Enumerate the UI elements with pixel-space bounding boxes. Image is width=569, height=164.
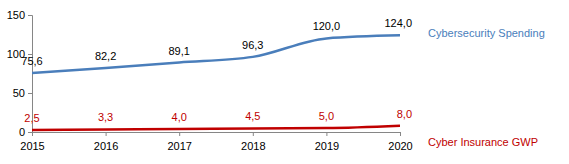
y-tick-mark xyxy=(28,15,32,16)
y-tick: 0 xyxy=(19,126,32,138)
x-tick: 2018 xyxy=(241,132,265,152)
plot-area xyxy=(32,35,400,130)
data-label: 124,0 xyxy=(384,17,412,29)
series-label: Cyber Insurance GWP xyxy=(428,136,538,148)
data-label: 89,1 xyxy=(168,45,189,57)
x-tick-mark xyxy=(179,132,180,136)
x-tick-mark xyxy=(326,132,327,136)
x-tick: 2016 xyxy=(94,132,118,152)
x-tick-mark xyxy=(32,132,33,136)
x-tick: 2020 xyxy=(388,132,412,152)
x-axis: 2015 2016 2017 2018 2019 2020 xyxy=(20,132,412,152)
x-tick-label: 2015 xyxy=(20,140,44,152)
series-label: Cybersecurity Spending xyxy=(428,27,545,39)
x-tick-mark xyxy=(106,132,107,136)
x-tick-label: 2019 xyxy=(315,140,339,152)
data-label: 3,3 xyxy=(98,111,113,123)
data-label: 82,2 xyxy=(95,50,116,62)
data-label: 4,0 xyxy=(172,111,187,123)
labels: 75,6 82,2 89,1 96,3 120,0 124,0 Cybersecurity … xyxy=(21,17,545,148)
x-tick: 2015 xyxy=(20,132,44,152)
x-tick-label: 2020 xyxy=(388,140,412,152)
x-axis-line xyxy=(33,133,401,137)
x-tick-label: 2017 xyxy=(167,140,191,152)
y-tick-mark xyxy=(28,132,32,133)
series-line xyxy=(32,35,400,73)
y-tick-label: 150 xyxy=(7,9,25,21)
y-tick-label: 50 xyxy=(13,87,25,99)
x-tick-label: 2018 xyxy=(241,140,265,152)
x-tick-label: 2016 xyxy=(94,140,118,152)
y-tick: 50 xyxy=(13,87,32,99)
x-tick: 2019 xyxy=(315,132,339,152)
x-tick-mark xyxy=(253,132,254,136)
y-tick-label: 0 xyxy=(19,126,25,138)
data-label: 5,0 xyxy=(319,110,334,122)
data-label: 2,5 xyxy=(24,112,39,124)
series-line xyxy=(32,126,400,130)
data-label: 4,5 xyxy=(245,110,260,122)
x-tick: 2017 xyxy=(167,132,191,152)
data-label: 8,0 xyxy=(397,108,412,120)
y-tick-mark xyxy=(28,93,32,94)
data-label: 120,0 xyxy=(313,20,341,32)
x-tick-mark xyxy=(400,132,401,136)
data-label: 96,3 xyxy=(242,39,263,51)
chart: 05010015020152016201720182019202075,682,… xyxy=(0,0,569,164)
data-label: 75,6 xyxy=(21,55,42,67)
y-tick: 150 xyxy=(7,9,32,21)
